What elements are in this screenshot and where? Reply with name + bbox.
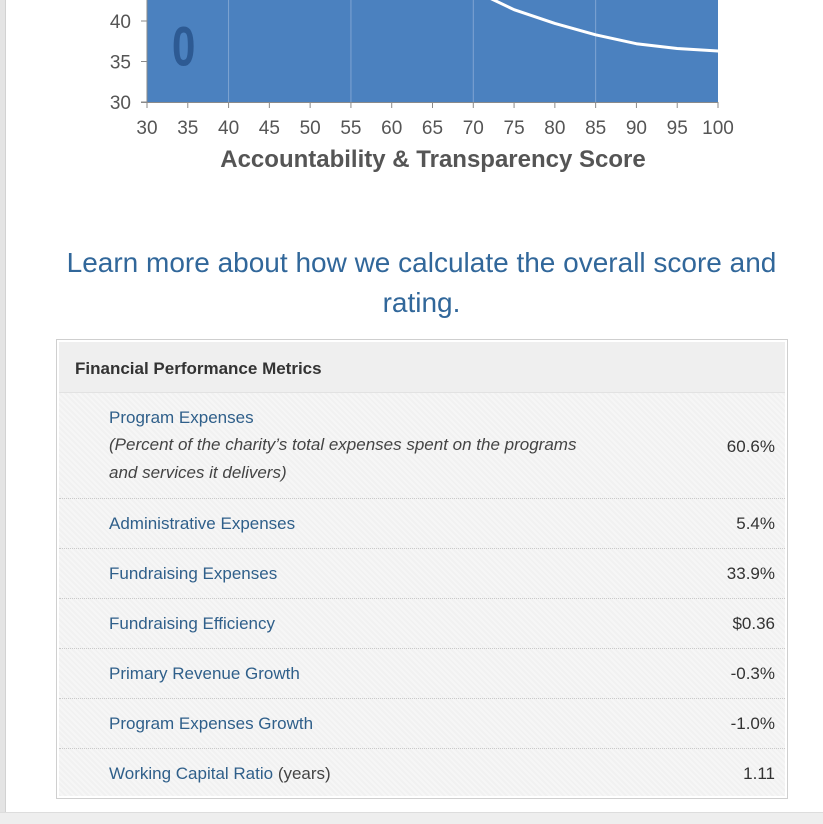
working-capital-ratio-label: Working Capital Ratio (years): [109, 764, 331, 784]
metrics-body: Program Expenses (Percent of the charity…: [59, 393, 785, 796]
administrative-expenses-value: 5.4%: [736, 514, 775, 533]
x-tick-label-35: 35: [177, 118, 198, 139]
metric-row-program-expenses: Program Expenses (Percent of the charity…: [59, 393, 785, 499]
metrics-title: Financial Performance Metrics: [75, 359, 322, 378]
administrative-expenses-link[interactable]: Administrative Expenses: [109, 514, 296, 533]
working-capital-ratio-unit: (years): [273, 764, 331, 783]
x-tick-label-55: 55: [340, 118, 361, 139]
metric-row-primary-revenue-growth: Primary Revenue Growth -0.3%: [59, 649, 785, 699]
x-tick-label-65: 65: [422, 118, 443, 139]
x-tick-label-30: 30: [136, 118, 157, 139]
x-tick-label-60: 60: [381, 118, 402, 139]
rating-marker: 0: [172, 16, 195, 78]
primary-revenue-growth-link[interactable]: Primary Revenue Growth: [109, 664, 300, 683]
x-tick-label-80: 80: [544, 118, 565, 139]
x-tick-label-40: 40: [218, 118, 239, 139]
program-expenses-growth-value: -1.0%: [730, 714, 775, 733]
x-axis-title: Accountability & Transparency Score: [220, 146, 645, 173]
metric-row-administrative-expenses: Administrative Expenses 5.4%: [59, 499, 785, 549]
score-curve: [490, 0, 720, 53]
x-tick-label-50: 50: [300, 118, 321, 139]
x-tick-label-45: 45: [259, 118, 280, 139]
x-tick-label-90: 90: [626, 118, 647, 139]
fundraising-expenses-link[interactable]: Fundraising Expenses: [109, 564, 278, 583]
program-expenses-description: (Percent of the charity’s total expenses…: [109, 435, 577, 482]
x-tick-label-100: 100: [702, 118, 734, 139]
metric-row-working-capital-ratio: Working Capital Ratio (years) 1.11: [59, 749, 785, 798]
x-tick-label-70: 70: [463, 118, 484, 139]
financial-metrics-panel: Financial Performance Metrics Program Ex…: [56, 339, 788, 799]
fundraising-expenses-value: 33.9%: [726, 564, 775, 583]
fundraising-efficiency-link[interactable]: Fundraising Efficiency: [109, 614, 275, 633]
primary-revenue-growth-value: -0.3%: [730, 664, 775, 683]
x-tick-label-95: 95: [667, 118, 688, 139]
y-tick-label-30: 30: [110, 93, 131, 114]
metrics-header: Financial Performance Metrics: [59, 342, 785, 393]
page-bottom-bar: [0, 812, 823, 824]
metric-row-fundraising-efficiency: Fundraising Efficiency $0.36: [59, 599, 785, 649]
x-tick-label-75: 75: [504, 118, 525, 139]
fundraising-efficiency-value: $0.36: [732, 614, 775, 633]
y-tick-label-35: 35: [110, 53, 131, 74]
working-capital-ratio-link[interactable]: Working Capital Ratio: [109, 764, 274, 783]
program-expenses-link[interactable]: Program Expenses: [109, 408, 254, 427]
x-tick-label-85: 85: [585, 118, 606, 139]
working-capital-ratio-value: 1.11: [743, 764, 775, 783]
metric-row-fundraising-expenses: Fundraising Expenses 33.9%: [59, 549, 785, 599]
program-expenses-growth-link[interactable]: Program Expenses Growth: [109, 714, 314, 733]
score-chart: 30 35 40 45 50 55 60 65 70 75 80 85 90 95 100 30 35 40 0 Ac…: [110, 0, 734, 173]
y-tick-label-40: 40: [110, 12, 131, 33]
page-left-border: [0, 0, 6, 812]
program-expenses-value: 60.6%: [726, 437, 775, 456]
metric-row-program-expenses-growth: Program Expenses Growth -1.0%: [59, 699, 785, 749]
learn-more-link[interactable]: Learn more about how we calculate the ov…: [66, 247, 777, 318]
plot-area: [147, 0, 718, 102]
